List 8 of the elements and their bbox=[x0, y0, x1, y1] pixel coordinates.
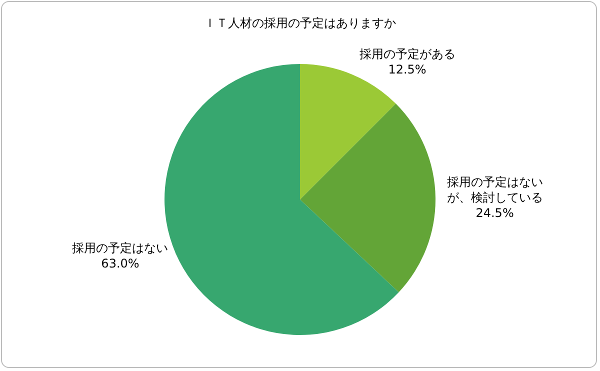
slice-label: 採用の予定はないが、検討している bbox=[446, 174, 543, 204]
pie-slice bbox=[300, 104, 436, 292]
data-label: 24.5% bbox=[476, 206, 514, 220]
chart-title: ＩＴ人材の採用の予定はありますか bbox=[204, 16, 396, 30]
data-label: 12.5% bbox=[388, 62, 426, 76]
data-label: 63.0% bbox=[101, 256, 140, 270]
slice-label: 採用の予定はない bbox=[72, 240, 168, 255]
slice-label: 採用の予定がある bbox=[359, 46, 456, 61]
